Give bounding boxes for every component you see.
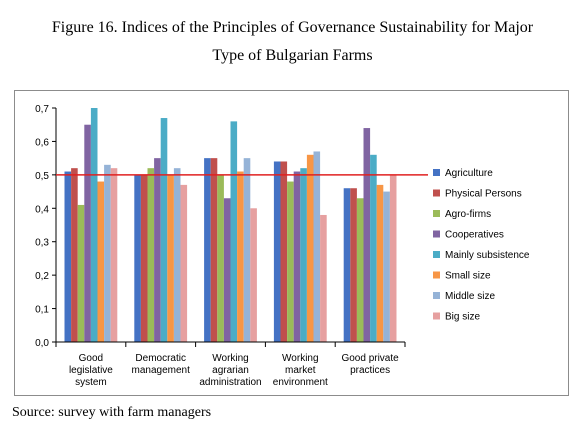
y-tick-label: 0,4 — [35, 204, 49, 215]
bar-agriculture — [273, 161, 281, 342]
y-tick-label: 0,3 — [35, 238, 49, 249]
bars — [64, 108, 397, 343]
bar-agriculture — [64, 171, 72, 342]
bar-small-size — [97, 181, 105, 342]
legend-label: Small size — [445, 271, 491, 282]
bar-mainly-subsistence — [90, 108, 98, 342]
bar-physical-persons — [350, 188, 357, 342]
y-tick-label: 0,6 — [35, 137, 49, 148]
category-label: Democratic management — [132, 353, 191, 376]
bar-big-size — [110, 168, 118, 342]
bar-agriculture — [134, 174, 141, 342]
legend-label: Agro-firms — [445, 209, 491, 220]
bar-physical-persons — [280, 161, 288, 342]
bar-middle-size — [243, 158, 251, 342]
legend-swatch — [433, 251, 440, 258]
category-label: Good legislative system — [69, 353, 113, 388]
legend-label: Mainly subsistence — [445, 250, 530, 261]
bar-small-size — [376, 184, 384, 342]
bar-big-size — [389, 174, 397, 342]
axes — [55, 108, 406, 347]
bar-cooperatives — [223, 198, 231, 342]
category-label: Good private practices — [341, 353, 399, 376]
bar-big-size — [250, 208, 257, 342]
bar-agro-firms — [77, 204, 85, 342]
legend-label: Middle size — [445, 291, 495, 302]
y-tick-label: 0,5 — [35, 171, 49, 182]
source-note: Source: survey with farm managers — [12, 405, 212, 420]
y-tick-label: 0,2 — [35, 271, 49, 282]
bar-small-size — [237, 171, 244, 342]
bar-middle-size — [173, 168, 181, 342]
bar-mainly-subsistence — [160, 118, 168, 343]
caption-line-2: Type of Bulgarian Farms — [212, 47, 373, 64]
bar-agro-firms — [356, 198, 364, 342]
legend-swatch — [433, 230, 440, 238]
category-label: Working agrarian administration — [199, 353, 261, 388]
legend-swatch — [433, 292, 440, 299]
legend-label: Cooperatives — [445, 230, 504, 241]
bar-middle-size — [383, 191, 390, 342]
bar-physical-persons — [210, 158, 218, 342]
bar-agro-firms — [147, 168, 155, 342]
bar-agro-firms — [217, 174, 224, 342]
bar-cooperatives — [293, 171, 301, 342]
bar-middle-size — [313, 151, 321, 342]
bar-agriculture — [204, 158, 211, 342]
legend-swatch — [433, 169, 440, 176]
bar-cooperatives — [84, 124, 91, 342]
y-tick-label: 0,0 — [35, 338, 49, 349]
legend-label: Big size — [445, 312, 480, 323]
y-tick-label: 0,1 — [35, 305, 49, 316]
legend-label: Physical Persons — [445, 189, 522, 200]
bar-physical-persons — [140, 174, 148, 342]
category-label: Working market environment — [273, 353, 328, 388]
y-tick-label: 0,7 — [35, 104, 49, 115]
legend: Agriculture Physical Persons Agro-firms Coo… — [433, 168, 530, 323]
bar-mainly-subsistence — [230, 121, 238, 342]
figure-caption: Figure 16. Indices of the Principles of … — [0, 14, 585, 70]
bar-mainly-subsistence — [300, 168, 307, 342]
legend-swatch — [433, 312, 440, 320]
bar-big-size — [180, 184, 188, 342]
legend-swatch — [433, 210, 440, 217]
bar-middle-size — [104, 164, 111, 342]
bar-small-size — [306, 154, 314, 342]
bar-cooperatives — [363, 128, 371, 342]
legend-swatch — [433, 189, 440, 197]
bar-big-size — [320, 214, 327, 342]
bar-mainly-subsistence — [370, 154, 377, 342]
bar-agriculture — [343, 188, 351, 342]
x-axis-labels: Good legislative system Democratic managemen… — [69, 353, 399, 388]
bar-physical-persons — [71, 168, 78, 342]
bar-small-size — [167, 174, 174, 342]
legend-label: Agriculture — [445, 168, 493, 179]
legend-swatch — [433, 271, 440, 279]
bar-agro-firms — [287, 181, 294, 342]
caption-line-1: Figure 16. Indices of the Principles of … — [51, 19, 534, 36]
bar-cooperatives — [154, 158, 161, 342]
y-axis-ticks: 0,0 0,1 0,2 0,3 0,4 0,5 0,6 0,7 — [35, 104, 56, 349]
